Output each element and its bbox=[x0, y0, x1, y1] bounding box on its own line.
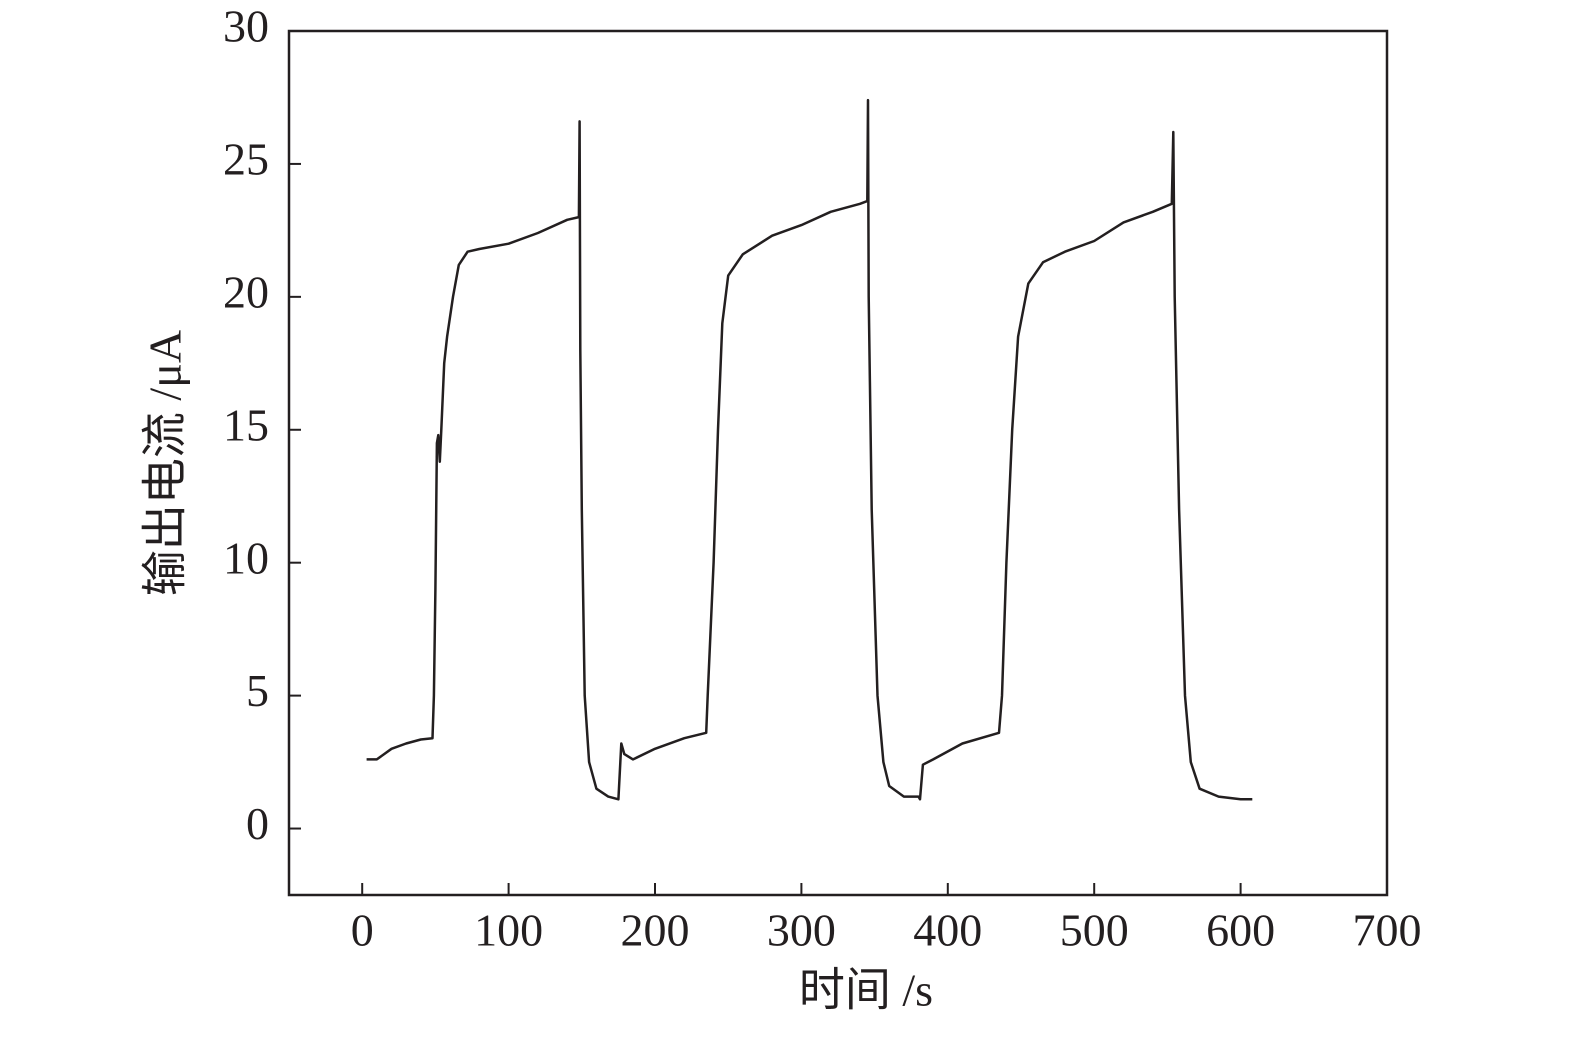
y-axis-label: 输出电流 /μA bbox=[140, 330, 191, 596]
x-tick-label: 300 bbox=[767, 905, 836, 956]
y-tick-label: 5 bbox=[246, 665, 269, 716]
y-tick-label: 25 bbox=[223, 133, 269, 184]
x-tick-label: 500 bbox=[1060, 905, 1129, 956]
x-tick-label: 400 bbox=[913, 905, 982, 956]
x-tick-label: 0 bbox=[351, 905, 374, 956]
plot-frame bbox=[287, 29, 1389, 897]
y-tick-label: 10 bbox=[223, 532, 269, 583]
x-axis-label: 时间 /s bbox=[799, 965, 933, 1016]
x-tick-label: 600 bbox=[1206, 905, 1275, 956]
x-tick-label: 700 bbox=[1353, 905, 1422, 956]
y-tick-label: 20 bbox=[223, 266, 269, 317]
data-line bbox=[366, 98, 1253, 801]
x-tick-label: 100 bbox=[474, 905, 543, 956]
y-tick-label: 0 bbox=[246, 798, 269, 849]
x-tick-label: 200 bbox=[621, 905, 690, 956]
y-tick-label: 30 bbox=[223, 1, 269, 52]
y-tick-label: 15 bbox=[223, 399, 269, 450]
